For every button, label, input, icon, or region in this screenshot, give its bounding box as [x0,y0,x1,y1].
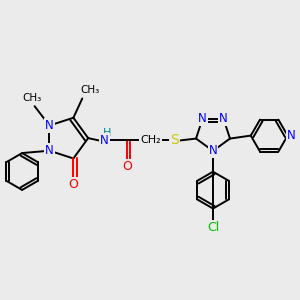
Text: N: N [45,119,54,132]
Text: S: S [170,134,179,148]
Text: N: N [287,129,296,142]
Text: CH₃: CH₃ [22,93,41,103]
Text: N: N [100,134,109,147]
Text: N: N [208,144,217,158]
Text: H: H [103,128,111,138]
Text: N: N [45,144,54,157]
Text: O: O [122,160,132,173]
Text: Cl: Cl [207,221,219,234]
Text: CH₂: CH₂ [140,136,161,146]
Text: CH₃: CH₃ [80,85,99,95]
Text: N: N [198,112,207,125]
Text: O: O [68,178,78,191]
Text: N: N [219,112,228,125]
